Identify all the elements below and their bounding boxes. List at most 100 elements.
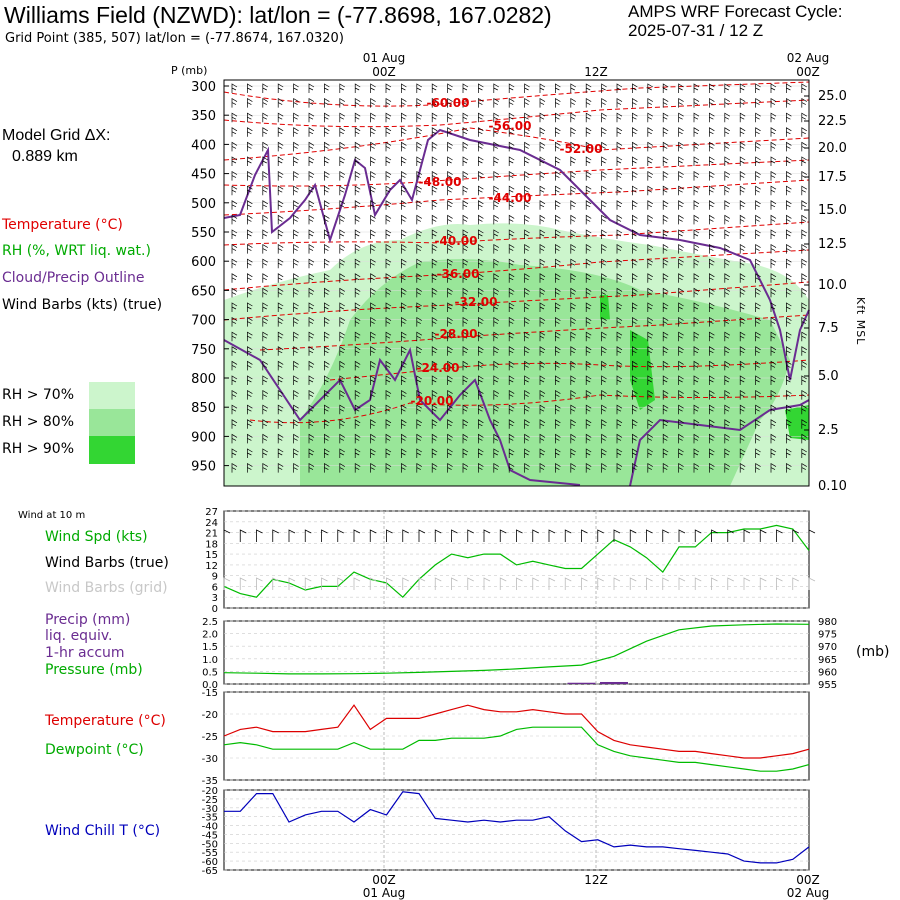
wind-barb	[447, 185, 453, 196]
wind-barb	[308, 433, 315, 444]
wind-barb	[585, 316, 592, 327]
p-axis-label: P (mb)	[171, 64, 207, 77]
wind-barb	[431, 389, 438, 400]
right-tick-label: 965	[818, 655, 837, 666]
wind-barb	[739, 448, 746, 458]
wind-barb	[632, 433, 638, 444]
wind-barb	[709, 389, 715, 400]
wind-barb	[585, 258, 592, 269]
wind-barb	[447, 287, 453, 298]
wind-barb	[616, 97, 623, 108]
wind-barb	[493, 273, 499, 283]
wind-barb	[247, 214, 253, 225]
wind-barb	[401, 331, 407, 342]
wind-barb	[339, 127, 345, 137]
wind-barb	[385, 156, 392, 166]
wind-barb	[339, 156, 345, 166]
wind-barb	[508, 83, 515, 93]
wind-barb	[447, 170, 453, 181]
wind-barb	[231, 287, 238, 298]
wind-barb	[277, 433, 284, 444]
wind-barb	[324, 287, 330, 298]
wind-barb	[539, 214, 546, 225]
wind-barb	[508, 141, 515, 152]
wind-barb	[462, 287, 469, 298]
wind-barb	[247, 97, 253, 108]
wind-barb	[478, 448, 484, 458]
wind-barb	[555, 214, 561, 225]
wind-barb	[662, 229, 669, 239]
wind-barb	[601, 185, 607, 196]
wind-barb	[324, 200, 330, 210]
wind-barb	[647, 273, 653, 283]
wind-barb	[585, 214, 592, 225]
wind-barb	[632, 331, 638, 342]
wind-barb-grid	[353, 577, 361, 590]
wind-barb	[231, 243, 238, 254]
wind-barb	[724, 141, 730, 152]
value-tick-label: -35	[202, 776, 218, 787]
temperature-contour-label: -32.00	[455, 295, 498, 309]
wind-barb	[508, 170, 515, 181]
wind-barb	[478, 389, 484, 400]
wind-barb	[385, 258, 392, 269]
wind-barb	[555, 229, 561, 239]
wind-barb	[339, 141, 345, 152]
wind-barb	[277, 170, 284, 181]
wind-barb	[462, 243, 469, 254]
wind-barb	[524, 404, 530, 415]
wind-barb	[308, 462, 315, 473]
wind-barb	[662, 97, 669, 108]
wind-barb	[585, 375, 592, 385]
wind-barb	[231, 389, 238, 400]
wind-barb	[401, 404, 407, 415]
wind-barb	[724, 156, 730, 166]
wind-barb	[478, 156, 484, 166]
wind-barb	[770, 433, 777, 444]
wind-barb	[354, 302, 361, 312]
wind-barb	[247, 389, 253, 400]
wind-barb-grid	[402, 577, 409, 590]
wind-barb-true	[808, 529, 816, 542]
wind-barb	[339, 404, 345, 415]
wind-barb	[801, 185, 807, 196]
wind-barb	[262, 127, 268, 137]
wind-barb	[770, 448, 777, 458]
wind-barb-true	[581, 529, 588, 542]
wind-barb	[662, 185, 669, 196]
wind-barb	[539, 331, 546, 342]
wind-barb	[431, 404, 438, 415]
wind-barb	[478, 258, 484, 269]
wind-barb-true	[694, 529, 702, 542]
wind-barb	[354, 127, 361, 137]
wind-barb	[416, 97, 422, 108]
wind-barb	[370, 316, 376, 327]
wind-barb	[385, 419, 392, 429]
wind-barb	[616, 433, 623, 444]
wind-barb-true	[727, 529, 734, 542]
wind-barb	[524, 375, 530, 385]
value-tick-label: 2.0	[202, 630, 218, 641]
wind-barb	[478, 287, 484, 298]
temperature-contour-label: -52.00	[560, 142, 603, 156]
wind-barb	[339, 287, 345, 298]
wind-barb	[755, 170, 761, 181]
wind-barb	[693, 97, 700, 108]
wind-barb	[786, 462, 792, 473]
wind-barb	[324, 375, 330, 385]
legend-rh70-label: RH > 70%	[2, 387, 75, 403]
wind-barb	[647, 404, 653, 415]
wind-barb	[447, 360, 453, 371]
wind-barb	[508, 316, 515, 327]
wind-barb-true	[678, 529, 686, 542]
precip-bar	[567, 682, 596, 684]
wind-barb	[416, 112, 422, 123]
wind-barb	[416, 229, 422, 239]
wind-barb	[724, 404, 730, 415]
wind-barb	[339, 243, 345, 254]
wind-barb	[293, 360, 299, 371]
right-tick-label: 975	[818, 630, 837, 641]
wind-barb	[539, 287, 546, 298]
pressure-tick-label: 750	[191, 343, 216, 358]
wind-barb	[324, 141, 330, 152]
